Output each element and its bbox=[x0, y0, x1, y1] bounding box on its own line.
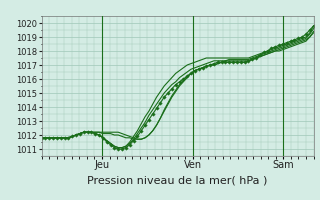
X-axis label: Pression niveau de la mer( hPa ): Pression niveau de la mer( hPa ) bbox=[87, 176, 268, 186]
